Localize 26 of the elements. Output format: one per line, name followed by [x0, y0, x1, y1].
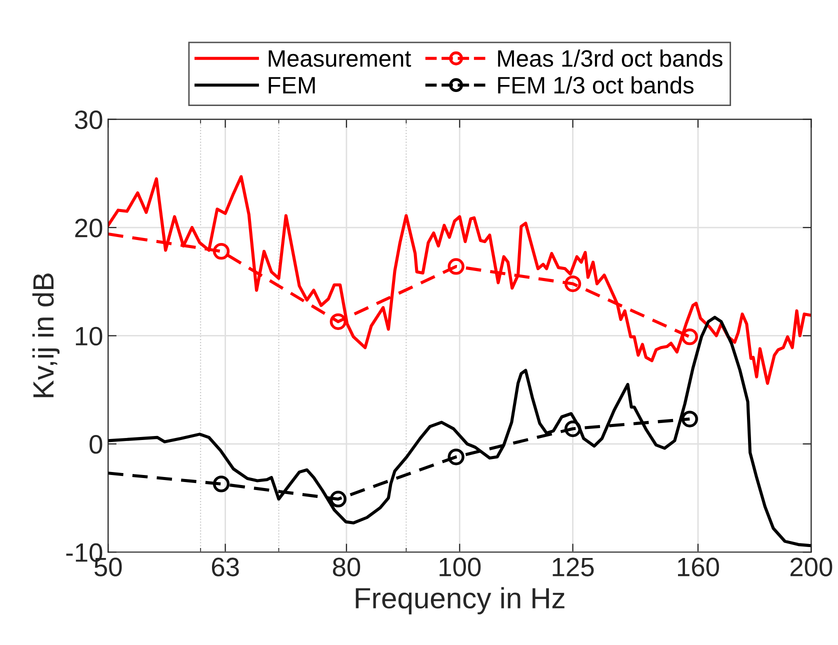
x-tick-label: 125: [552, 558, 594, 576]
x-axis-title: Frequency in Hz: [356, 587, 564, 614]
y-axis-title: Kv,ij in dB: [32, 273, 60, 398]
point: [330, 490, 346, 508]
x-tick-label: 200: [790, 558, 832, 576]
y-tick-label: 20: [75, 218, 102, 238]
x-tick-label: 63: [212, 558, 239, 576]
legend-label: FEM: [268, 77, 315, 94]
legend-label: Measurement: [268, 50, 412, 67]
point: [448, 258, 464, 275]
x-tick-label: 160: [678, 558, 719, 576]
point: [448, 448, 464, 466]
point: [330, 313, 346, 330]
legend-label: Meas 1/3rd oct bands: [498, 50, 722, 67]
y-tick-label: 0: [90, 435, 102, 454]
point: [564, 275, 582, 292]
legend-label: FEM 1/3 oct bands: [498, 76, 694, 94]
point: [681, 328, 698, 346]
x-tick-label: 80: [332, 558, 360, 576]
y-tick-label: 10: [76, 326, 102, 346]
point: [212, 476, 230, 492]
point: [564, 420, 582, 438]
point: [681, 410, 698, 428]
y-tick-label: 30: [74, 110, 102, 130]
point: [212, 242, 230, 260]
x-tick-label: 100: [440, 558, 481, 576]
